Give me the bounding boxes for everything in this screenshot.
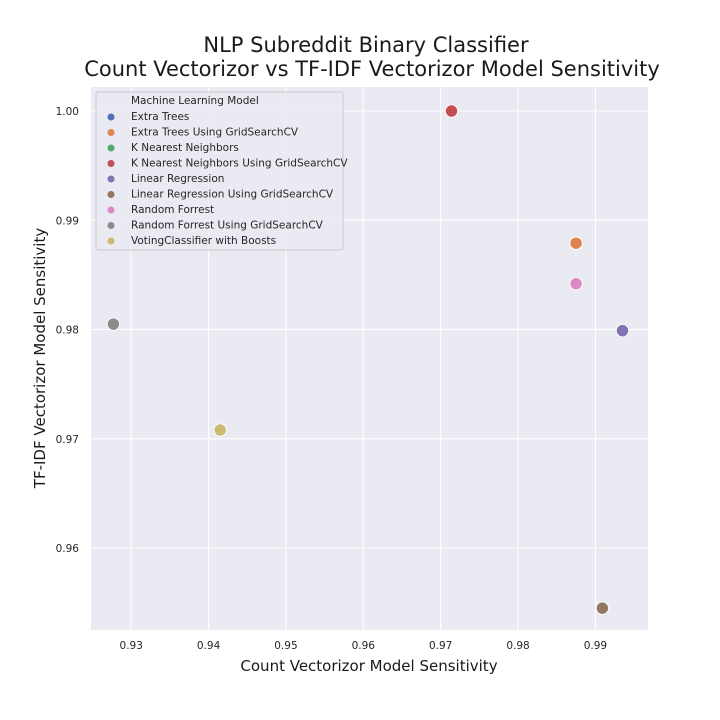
data-point <box>569 236 583 250</box>
y-tick-label: 0.99 <box>56 215 79 227</box>
x-tick-label: 0.96 <box>352 640 376 652</box>
data-point <box>213 423 227 437</box>
data-point <box>615 323 630 338</box>
legend-entry: Random Forrest Using GridSearchCV <box>131 220 324 232</box>
data-point <box>106 317 121 331</box>
legend-entry: VotingClassifier with Boosts <box>131 235 276 247</box>
chart-title-line-1: NLP Subreddit Binary Classifier <box>203 33 529 57</box>
y-tick-label: 0.97 <box>56 434 79 446</box>
data-point <box>595 601 610 615</box>
legend-entry: K Nearest Neighbors <box>131 142 239 154</box>
legend-marker <box>107 191 115 198</box>
x-tick-labels: 0.93 0.94 0.95 0.96 0.97 0.98 0.99 <box>120 640 608 652</box>
x-tick-label: 0.97 <box>429 640 452 652</box>
legend-marker <box>107 144 115 152</box>
legend-marker <box>107 206 115 214</box>
legend: Machine Learning Model Extra Trees Extra … <box>95 91 348 251</box>
legend-marker <box>107 222 115 229</box>
x-tick-label: 0.93 <box>120 640 143 652</box>
x-axis-label: Count Vectorizor Model Sensitivity <box>240 657 497 675</box>
legend-marker <box>107 237 115 245</box>
x-tick-label: 0.99 <box>584 640 607 652</box>
y-axis-label: TF-IDF Vectorizor Model Sensitivity <box>31 228 49 490</box>
legend-marker <box>107 175 115 183</box>
data-point <box>569 277 583 291</box>
y-tick-labels: 0.96 0.97 0.98 0.99 1.00 <box>56 106 80 555</box>
y-tick-label: 0.96 <box>56 543 80 555</box>
legend-entry: Linear Regression Using GridSearchCV <box>131 189 334 201</box>
legend-entry: Random Forrest <box>131 204 214 216</box>
legend-title: Machine Learning Model <box>131 95 259 107</box>
legend-marker <box>107 160 115 167</box>
x-tick-label: 0.98 <box>506 640 529 652</box>
x-tick-label: 0.95 <box>274 640 297 652</box>
legend-entry: Linear Regression <box>131 173 224 185</box>
legend-entry: Extra Trees Using GridSearchCV <box>131 127 299 139</box>
legend-entry: K Nearest Neighbors Using GridSearchCV <box>131 158 348 170</box>
y-tick-label: 1.00 <box>56 106 79 118</box>
chart-title-line-2: Count Vectorizor vs TF-IDF Vectorizor Mo… <box>84 57 660 81</box>
legend-marker <box>107 113 115 121</box>
legend-box <box>95 91 344 251</box>
x-tick-label: 0.94 <box>197 640 221 652</box>
y-tick-label: 0.98 <box>56 325 79 337</box>
data-points <box>106 104 630 615</box>
data-point <box>444 104 459 118</box>
legend-marker <box>107 129 115 136</box>
legend-entry: Extra Trees <box>131 111 189 123</box>
